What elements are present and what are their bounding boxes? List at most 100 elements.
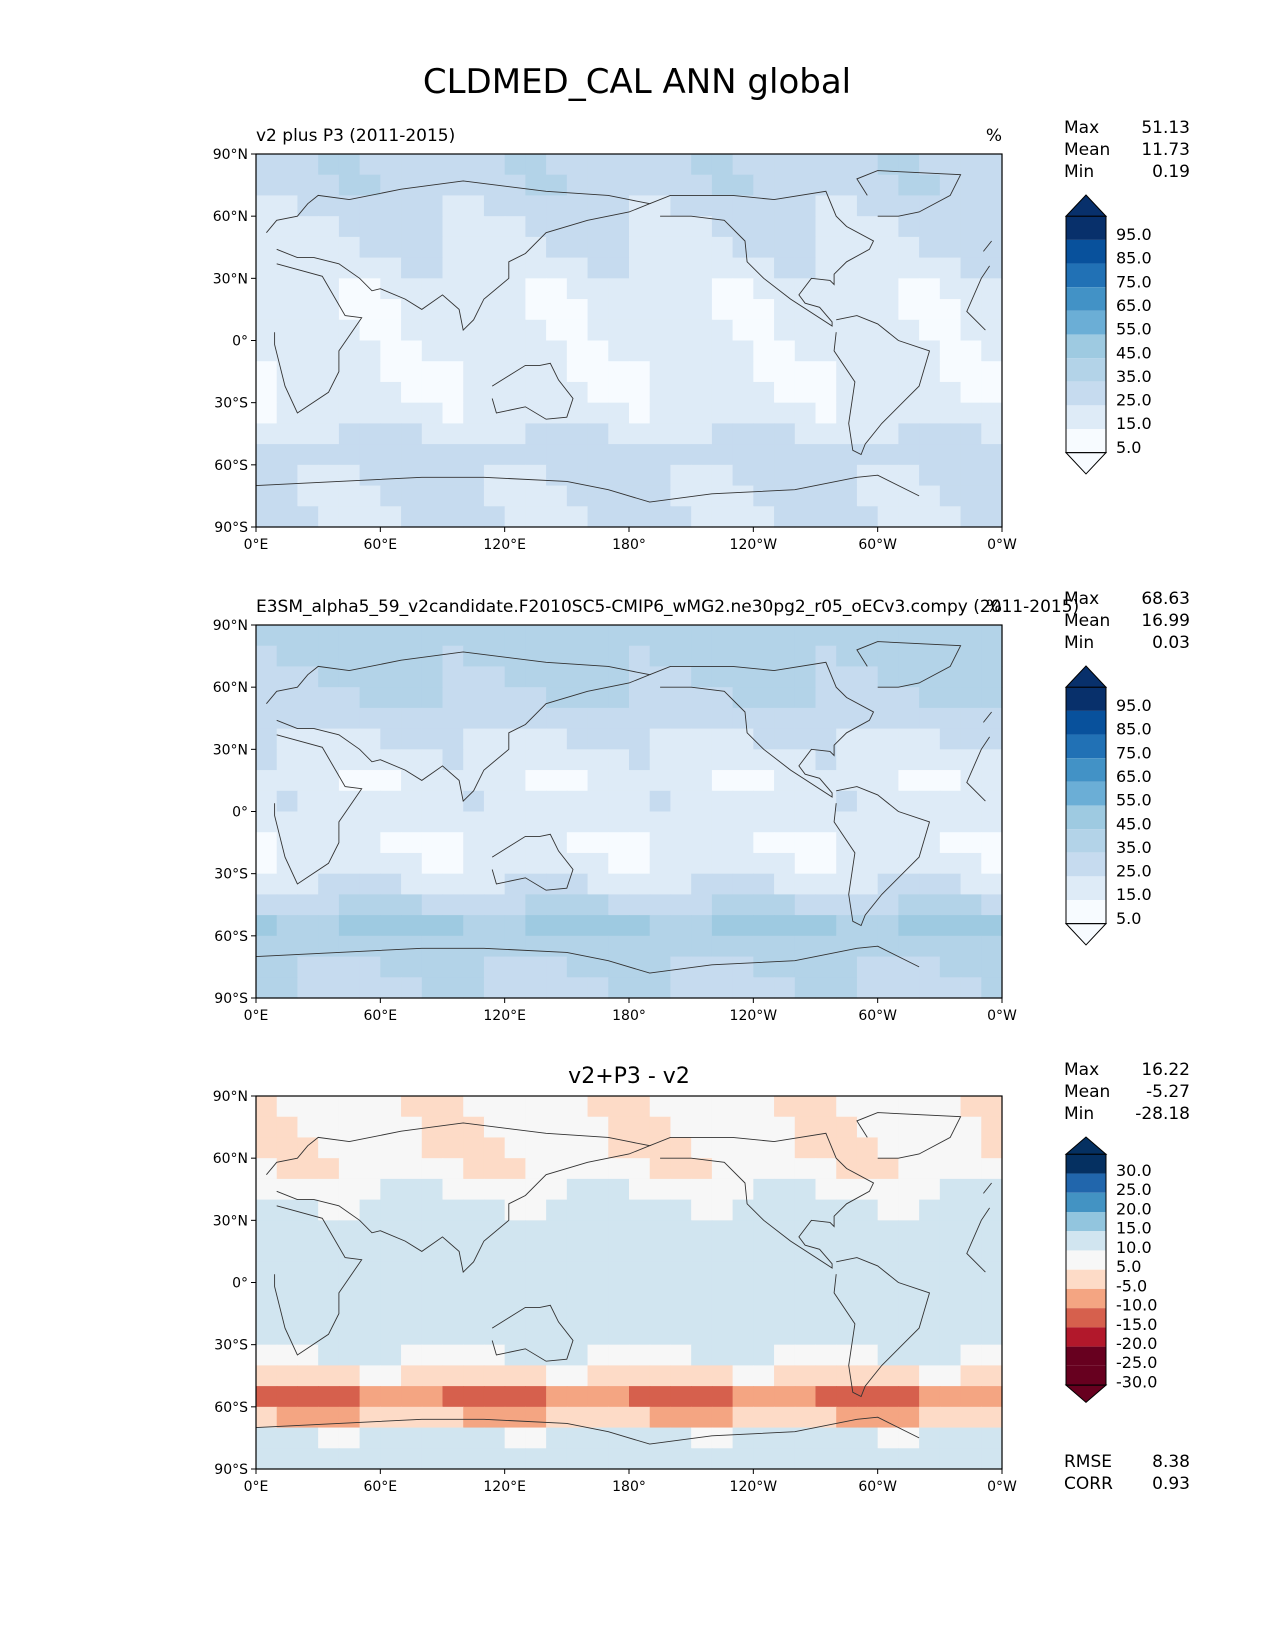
- map-cell: [463, 1220, 485, 1242]
- map-cell: [546, 977, 568, 999]
- map-cell: [338, 1427, 361, 1449]
- map-cell: [256, 299, 278, 321]
- map-cell: [546, 423, 568, 445]
- map-cell: [608, 319, 630, 342]
- map-cell: [898, 402, 920, 424]
- panel-title: v2+P3 - v2: [568, 1064, 690, 1089]
- map-cell: [711, 645, 734, 668]
- map-cell: [877, 790, 899, 813]
- map-cell: [981, 361, 1003, 383]
- map-cell: [587, 485, 609, 507]
- map-cell: [691, 174, 713, 197]
- map-cell: [753, 915, 775, 937]
- map-cell: [483, 852, 506, 875]
- map-cell: [670, 1282, 692, 1304]
- map-cell: [629, 1282, 651, 1304]
- map-cell: [691, 1116, 713, 1139]
- map-cell: [401, 195, 423, 217]
- map-cell: [691, 444, 713, 466]
- map-cell: [649, 935, 672, 958]
- map-cell: [546, 485, 568, 507]
- map-cell: [587, 1323, 609, 1346]
- map-cell: [297, 977, 319, 999]
- map-cell: [297, 1137, 319, 1159]
- map-cell: [380, 1178, 402, 1201]
- map-cell: [380, 361, 402, 383]
- map-cell: [256, 915, 278, 937]
- map-cell: [629, 236, 651, 259]
- map-cell: [732, 770, 754, 792]
- map-cell: [525, 625, 547, 647]
- map-cell: [753, 1241, 775, 1263]
- map-cell: [421, 216, 444, 238]
- map-cell: [276, 1199, 299, 1221]
- map-cell: [898, 195, 920, 217]
- map-cell: [380, 319, 402, 342]
- map-cell: [483, 935, 506, 958]
- map-cell: [297, 1427, 319, 1449]
- map-cell: [442, 236, 464, 259]
- map-cell: [898, 444, 920, 466]
- map-cell: [629, 361, 651, 383]
- map-cell: [401, 1178, 423, 1201]
- map-cell: [711, 1116, 734, 1139]
- map-cell: [732, 1448, 754, 1470]
- map-cell: [774, 749, 796, 771]
- map-cell: [732, 1386, 754, 1408]
- map-cell: [608, 915, 630, 937]
- map-cell: [794, 1448, 817, 1470]
- map-cell: [877, 852, 899, 875]
- map-cell: [566, 278, 589, 300]
- map-cell: [877, 464, 899, 487]
- map-cell: [442, 402, 464, 424]
- map-cell: [981, 977, 1003, 999]
- map-cell: [318, 154, 340, 176]
- map-cell: [256, 666, 278, 688]
- map-cell: [836, 790, 858, 813]
- map-cell: [981, 444, 1003, 466]
- map-cell: [856, 1282, 879, 1304]
- map-cell: [318, 1096, 340, 1118]
- panel-units: %: [986, 126, 1002, 146]
- map-cell: [898, 1406, 920, 1429]
- map-cell: [608, 1158, 630, 1180]
- map-cell: [919, 1303, 941, 1325]
- map-cell: [711, 935, 734, 958]
- map-cell: [338, 894, 361, 916]
- map-cell: [774, 174, 796, 197]
- map-cell: [483, 1199, 506, 1221]
- stat-label: Max: [1064, 589, 1099, 609]
- colorbar-frame: [1065, 686, 1107, 925]
- coastline: [255, 1416, 920, 1445]
- map-cell: [318, 873, 340, 895]
- coastlines: [255, 1112, 992, 1445]
- coastline: [274, 734, 990, 885]
- map-cell: [649, 666, 672, 688]
- colorbar-extend-bottom: [1064, 452, 1108, 475]
- map-cell: [960, 1303, 982, 1325]
- map-cell: [276, 299, 299, 321]
- map-cell: [338, 1199, 361, 1221]
- map-cell: [380, 811, 402, 833]
- map-cell: [939, 1323, 962, 1346]
- map-cell: [877, 977, 899, 999]
- map-cell: [877, 915, 899, 937]
- map-cell: [691, 811, 713, 833]
- map-cell: [401, 1365, 423, 1387]
- map-cell: [380, 1448, 402, 1470]
- map-cell: [463, 1448, 485, 1470]
- map-cell: [504, 402, 526, 424]
- map-cell: [732, 1241, 754, 1263]
- y-tick-label: 90°S: [214, 1462, 248, 1478]
- map-cell: [981, 894, 1003, 916]
- map-cell: [856, 687, 879, 709]
- map-cell: [774, 977, 796, 999]
- map-cell: [504, 299, 526, 321]
- map-cell: [629, 278, 651, 300]
- map-cell: [463, 1199, 485, 1221]
- coastline: [833, 1257, 931, 1398]
- map-cell: [483, 1344, 506, 1366]
- map-cell: [297, 340, 319, 362]
- map-cell: [960, 770, 982, 792]
- map-cell: [774, 1096, 796, 1118]
